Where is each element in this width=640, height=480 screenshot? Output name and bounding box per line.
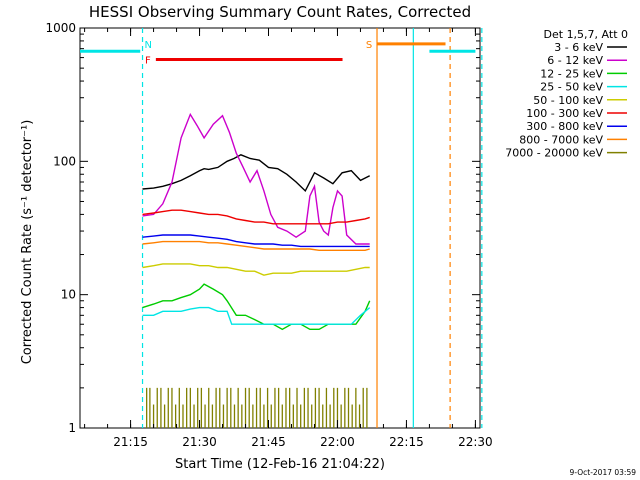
y-axis-label: Corrected Count Rate (s⁻¹ detector⁻¹) [20, 120, 35, 365]
legend-entry-label: 100 - 300 keV [526, 107, 603, 120]
series-line [142, 209, 370, 225]
x-tick-label: 21:45 [251, 435, 286, 449]
state-bar-label: S [366, 40, 372, 51]
legend-entry-label: 3 - 6 keV [554, 41, 603, 54]
legend-entry-label: 25 - 50 keV [540, 81, 603, 94]
y-tick-label: 1 [68, 421, 76, 435]
x-axis: 21:15 21:30 21:45 22:00 22:15 22:30 [84, 28, 493, 449]
series-line [142, 112, 370, 245]
y-axis: 1 10 100 1000 [45, 21, 480, 435]
x-tick-label: 22:00 [320, 435, 355, 449]
legend-header: Det 1,5,7, Att 0 [544, 28, 628, 41]
x-axis-label: Start Time (12-Feb-16 21:04:22) [175, 457, 385, 472]
series-line [142, 240, 370, 252]
legend-entry-label: 800 - 7000 keV [519, 133, 603, 146]
state-bar-label: N [144, 40, 151, 51]
plot-frame [79, 27, 481, 429]
series-line [142, 306, 371, 325]
y-tick-label: 1000 [45, 21, 76, 35]
vertical-markers [141, 28, 483, 428]
series-line [142, 283, 371, 331]
series-line [142, 234, 370, 248]
series-layer [142, 112, 371, 428]
legend-entry-label: 6 - 12 keV [547, 54, 603, 67]
series-line [142, 263, 370, 276]
x-tick-label: 22:15 [389, 435, 424, 449]
chart-title: HESSI Observing Summary Count Rates, Cor… [89, 3, 471, 21]
y-tick-label: 10 [61, 288, 76, 302]
state-bar-label: F [145, 56, 151, 67]
y-tick-label: 100 [53, 154, 76, 168]
attenuator-bars: N S F [80, 40, 476, 67]
legend-entry-label: 7000 - 20000 keV [505, 147, 603, 160]
x-tick-label: 22:30 [458, 435, 493, 449]
legend-entry-label: 12 - 25 keV [540, 67, 603, 80]
plot-area [79, 27, 481, 429]
series-line [142, 154, 371, 193]
legend-entry-label: 300 - 800 keV [526, 120, 603, 133]
x-tick-label: 21:15 [113, 435, 148, 449]
legend-entry-label: 50 - 100 keV [533, 94, 603, 107]
x-tick-label: 21:30 [182, 435, 217, 449]
footer-timestamp: 9-Oct-2017 03:59 [570, 468, 637, 477]
